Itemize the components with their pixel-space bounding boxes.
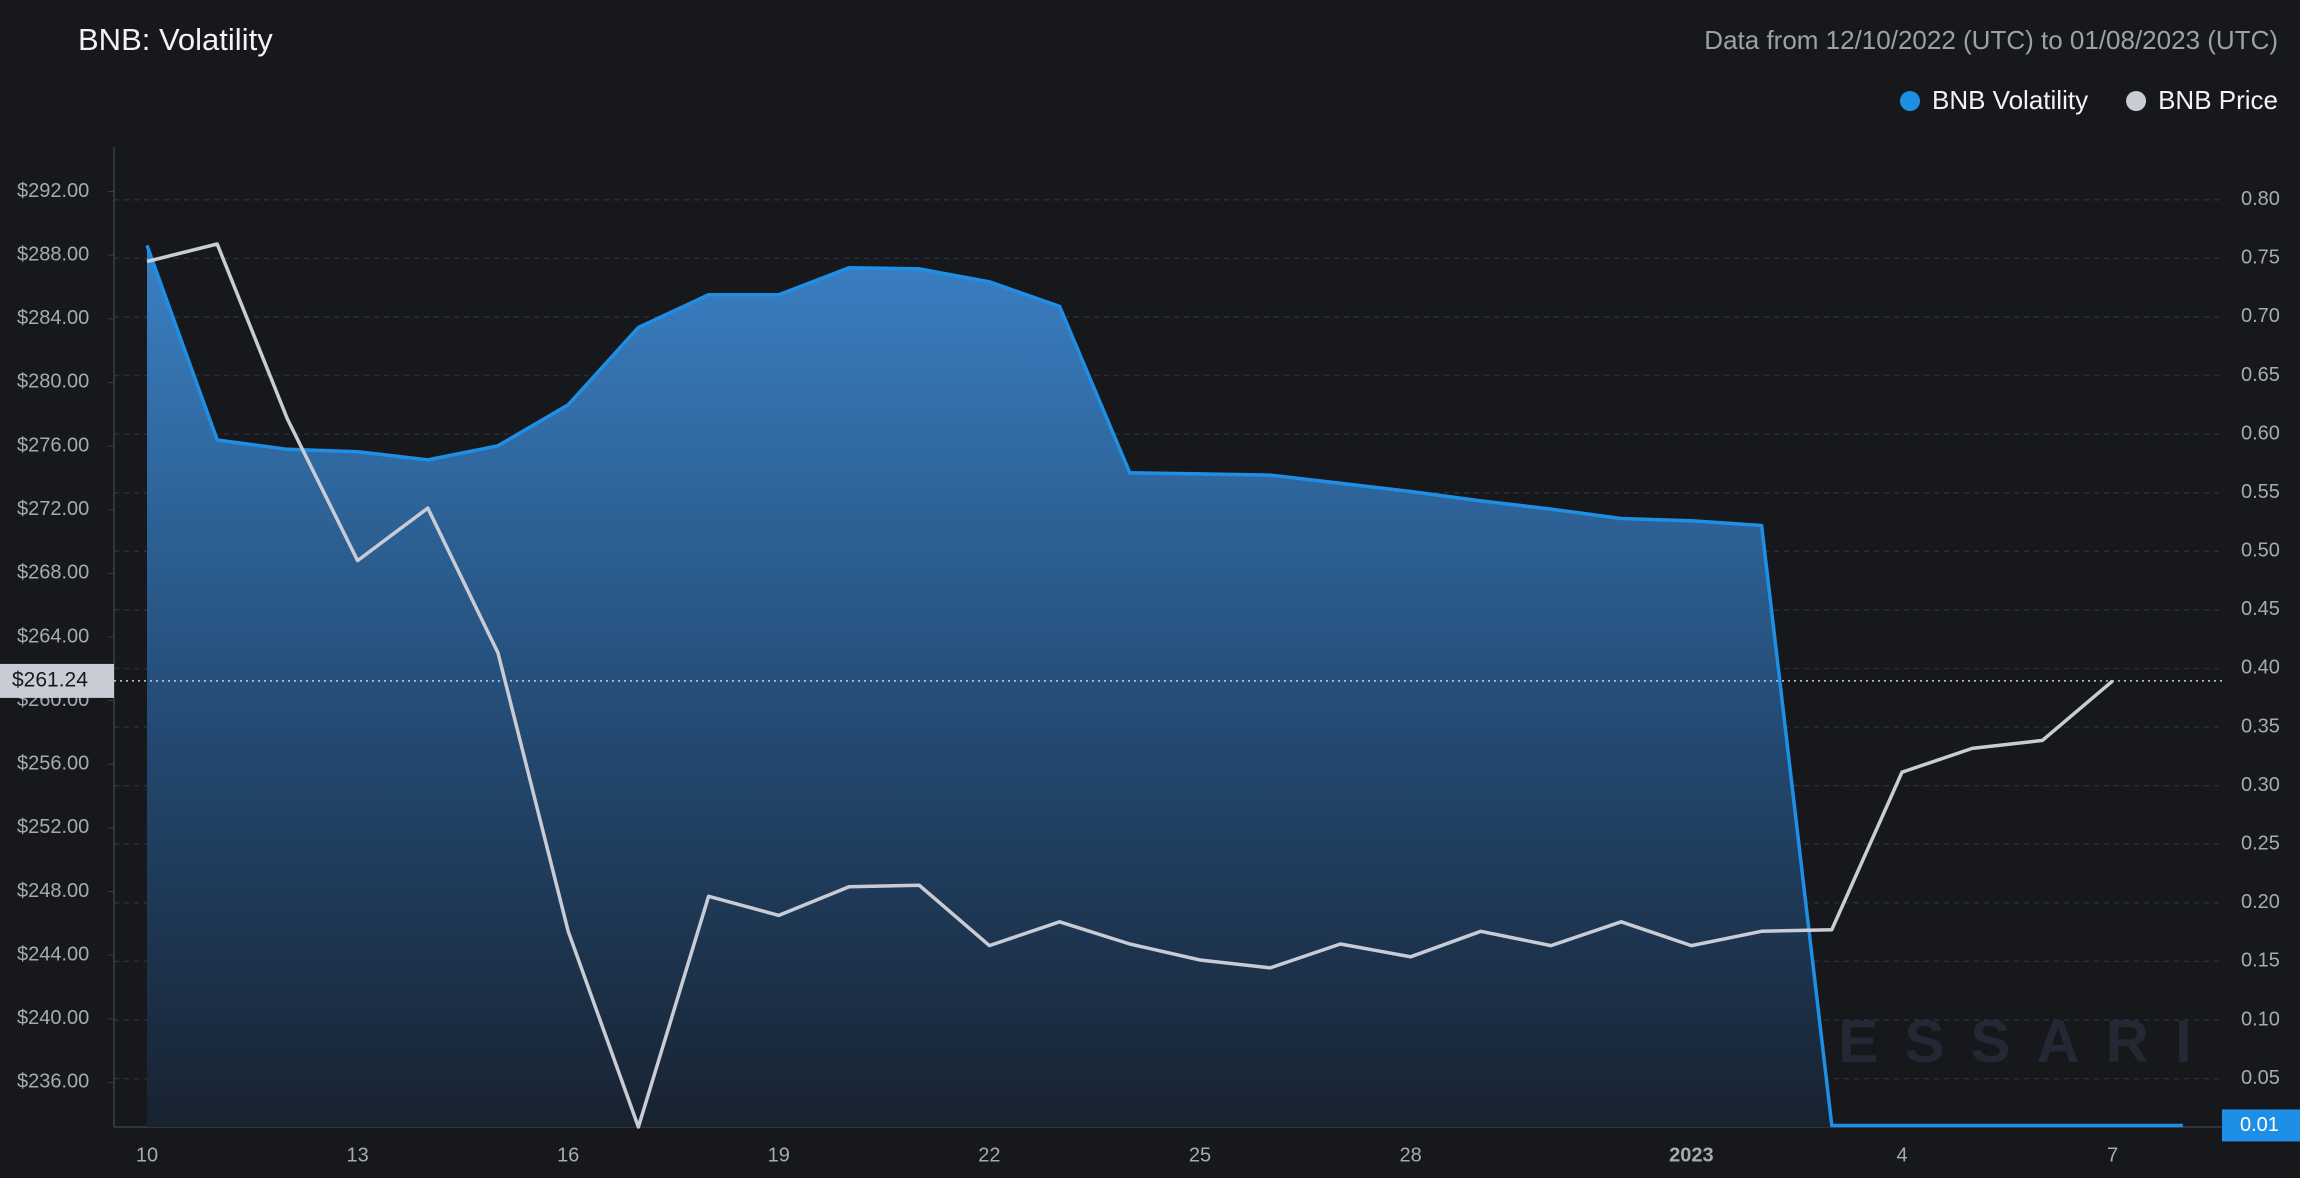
y-tick-label: $236.00 [17, 1071, 89, 1093]
y2-tick-label: 0.45 [2241, 598, 2280, 620]
y-tick-label: $252.00 [17, 816, 89, 838]
chart-subtitle: Data from 12/10/2022 (UTC) to 01/08/2023… [1704, 25, 2278, 55]
y2-tick-label: 0.75 [2241, 247, 2280, 269]
watermark: MESSARI [1762, 1008, 2217, 1075]
x-tick-label: 16 [557, 1144, 579, 1166]
y2-tick-label: 0.15 [2241, 950, 2280, 972]
value-badge [2222, 1109, 2300, 1142]
legend-label: BNB Volatility [1932, 85, 2088, 115]
legend-label: BNB Price [2158, 85, 2278, 115]
y2-tick-label: 0.55 [2241, 481, 2280, 503]
x-tick-label: 13 [346, 1144, 368, 1166]
y-tick-label: $264.00 [17, 625, 89, 647]
y-tick-label: $248.00 [17, 880, 89, 902]
area [147, 245, 2183, 1127]
chart-title: BNB: Volatility [78, 22, 273, 57]
y2-tick-label: 0.25 [2241, 833, 2280, 855]
line [145, 244, 2183, 1128]
y-tick-label: $244.00 [17, 943, 89, 965]
y-tick-label: $280.00 [17, 371, 89, 393]
legend-marker [1900, 91, 1920, 111]
y-tick-label: $240.00 [17, 1007, 89, 1029]
value-label: $261.24 [12, 668, 88, 691]
x-tick-label: 22 [978, 1144, 1000, 1166]
legend: BNB Volatility BNB Price [1900, 85, 2278, 115]
y2-tick-label: 0.40 [2241, 657, 2280, 679]
x-tick-label: 10 [136, 1144, 158, 1166]
y2-tick-label: 0.10 [2241, 1008, 2280, 1030]
y2-tick-label: 0.80 [2241, 188, 2280, 210]
value-badge [0, 663, 114, 698]
y2-tick-label: 0.60 [2241, 422, 2280, 444]
x-tick-label: 19 [768, 1144, 790, 1166]
y2-tick-label: 0.65 [2241, 364, 2280, 386]
y-tick-label: $284.00 [17, 307, 89, 329]
y-tick-label: $256.00 [17, 753, 89, 775]
y-tick-label: $292.00 [17, 180, 89, 202]
y2-tick-label: 0.35 [2241, 715, 2280, 737]
x-tick-label: 4 [1896, 1144, 1907, 1166]
line [146, 242, 2114, 1129]
x-tick-label: 28 [1399, 1144, 1421, 1166]
x-tick-label: 25 [1189, 1144, 1211, 1166]
y2-tick-label: 0.70 [2241, 305, 2280, 327]
y2-tick-label: 0.30 [2241, 774, 2280, 796]
y-tick-label: $288.00 [17, 243, 89, 265]
x-tick-label: 2023 [1669, 1144, 1714, 1166]
legend-marker [2126, 91, 2147, 111]
y2-tick-label: 0.20 [2241, 891, 2280, 913]
x-tick-label: 7 [2107, 1144, 2118, 1166]
y-tick-label: $268.00 [17, 562, 89, 584]
y-tick-label: $272.00 [17, 498, 89, 520]
y-tick-label: $276.00 [17, 434, 89, 456]
y2-tick-label: 0.50 [2241, 540, 2280, 562]
y2-tick-label: 0.05 [2241, 1067, 2280, 1089]
value-label: 0.01 [2240, 1114, 2279, 1136]
